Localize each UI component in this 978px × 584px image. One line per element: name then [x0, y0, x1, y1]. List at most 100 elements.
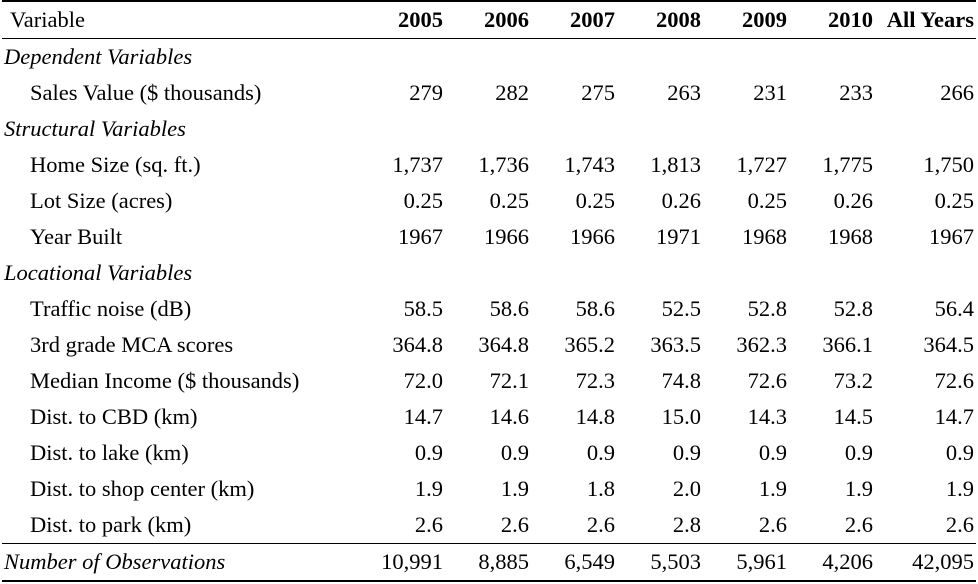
- row-label: 3rd grade MCA scores: [30, 331, 234, 357]
- row-label: Year Built: [30, 223, 123, 249]
- cell-2007: 1.8: [586, 475, 615, 501]
- table-row: Dist. to shop center (km) 1.9 1.9 1.8 2.0 1.9…: [2, 471, 976, 507]
- group-title: Dependent Variables: [4, 43, 193, 69]
- cell-2009: 0.25: [747, 187, 787, 213]
- cell-2007: 58.6: [575, 295, 615, 321]
- header-row: Variable 2005 2006 2007 2008 2009 2010 A…: [2, 1, 976, 39]
- table-row: Traffic noise (dB) 58.5 58.6 58.6 52.5 52.8 52…: [2, 291, 976, 327]
- observations-2010: 4,206: [822, 548, 873, 574]
- cell-2009: 14.3: [747, 403, 787, 429]
- row-label: Median Income ($ thousands): [30, 367, 300, 393]
- row-label: Lot Size (acres): [30, 187, 173, 213]
- cell-2008: 15.0: [661, 403, 701, 429]
- table-row: Year Built 1967 1966 1966 1971 1968 1968 1967: [2, 219, 976, 255]
- cell-2005: 0.9: [414, 439, 443, 465]
- cell-all-years: 2.6: [945, 511, 974, 537]
- cell-2005: 72.0: [403, 367, 443, 393]
- cell-2010: 1.9: [844, 475, 873, 501]
- observations-label: Number of Observations: [4, 548, 226, 574]
- cell-2005: 279: [409, 79, 443, 105]
- cell-2005: 1.9: [414, 475, 443, 501]
- cell-2010: 233: [839, 79, 873, 105]
- cell-2008: 2.0: [672, 475, 701, 501]
- cell-2005: 1967: [398, 223, 443, 249]
- cell-2009: 362.3: [736, 331, 787, 357]
- cell-2008: 363.5: [650, 331, 701, 357]
- row-label: Traffic noise (dB): [30, 295, 192, 321]
- row-label: Dist. to lake (km): [30, 439, 189, 465]
- cell-all-years: 14.7: [934, 403, 974, 429]
- cell-all-years: 1,750: [923, 151, 974, 177]
- cell-2006: 58.6: [489, 295, 529, 321]
- cell-all-years: 1.9: [945, 475, 974, 501]
- cell-2005: 58.5: [403, 295, 443, 321]
- cell-2009: 2.6: [758, 511, 787, 537]
- cell-all-years: 1967: [929, 223, 974, 249]
- cell-2010: 52.8: [833, 295, 873, 321]
- cell-all-years: 364.5: [923, 331, 974, 357]
- table-body: Dependent Variables Sales Value ($ thousa…: [2, 39, 976, 544]
- cell-all-years: 56.4: [934, 295, 974, 321]
- cell-2005: 364.8: [392, 331, 443, 357]
- cell-all-years: 0.25: [934, 187, 974, 213]
- table-row: Median Income ($ thousands) 72.0 72.1 72.3 7…: [2, 363, 976, 399]
- cell-2007: 2.6: [586, 511, 615, 537]
- cell-2005: 14.7: [403, 403, 443, 429]
- row-label: Dist. to park (km): [30, 511, 192, 537]
- cell-2009: 1,727: [736, 151, 787, 177]
- cell-2006: 1966: [484, 223, 529, 249]
- cell-2006: 364.8: [478, 331, 529, 357]
- cell-2007: 0.9: [586, 439, 615, 465]
- cell-2008: 263: [667, 79, 701, 105]
- table-row: Dist. to lake (km) 0.9 0.9 0.9 0.9 0.9 0.9 0.9: [2, 435, 976, 471]
- cell-2008: 2.8: [672, 511, 701, 537]
- cell-2008: 1971: [656, 223, 701, 249]
- cell-2007: 14.8: [575, 403, 615, 429]
- cell-2005: 1,737: [392, 151, 443, 177]
- cell-2010: 1,775: [822, 151, 873, 177]
- table-row: Dist. to park (km) 2.6 2.6 2.6 2.8 2.6 2.6 2.6: [2, 507, 976, 544]
- cell-2007: 1966: [570, 223, 615, 249]
- cell-2007: 1,743: [564, 151, 615, 177]
- observations-2008: 5,503: [650, 548, 701, 574]
- cell-2006: 0.25: [489, 187, 529, 213]
- cell-all-years: 72.6: [934, 367, 974, 393]
- column-header-2010: 2010: [828, 6, 873, 32]
- group-header-row: Locational Variables: [2, 255, 976, 291]
- table-row: Dist. to CBD (km) 14.7 14.6 14.8 15.0 14.3 14.…: [2, 399, 976, 435]
- observations-2007: 6,549: [564, 548, 615, 574]
- column-header-2006: 2006: [484, 6, 529, 32]
- column-header-2005: 2005: [398, 6, 443, 32]
- cell-2009: 231: [753, 79, 787, 105]
- cell-2006: 0.9: [500, 439, 529, 465]
- cell-2009: 1.9: [758, 475, 787, 501]
- row-label: Sales Value ($ thousands): [30, 79, 262, 105]
- group-header-row: Structural Variables: [2, 111, 976, 147]
- cell-2008: 0.26: [661, 187, 701, 213]
- cell-2007: 72.3: [575, 367, 615, 393]
- table-row: Sales Value ($ thousands) 279 282 275 263 231…: [2, 75, 976, 111]
- cell-2008: 1,813: [650, 151, 701, 177]
- cell-2009: 0.9: [758, 439, 787, 465]
- cell-all-years: 0.9: [945, 439, 974, 465]
- cell-2009: 1968: [742, 223, 787, 249]
- group-header-row: Dependent Variables: [2, 39, 976, 76]
- column-header-all-years: All Years: [886, 6, 974, 32]
- cell-all-years: 266: [940, 79, 974, 105]
- observations-2009: 5,961: [736, 548, 787, 574]
- cell-2006: 1.9: [500, 475, 529, 501]
- column-header-2009: 2009: [742, 6, 787, 32]
- cell-2005: 0.25: [403, 187, 443, 213]
- cell-2010: 73.2: [833, 367, 873, 393]
- cell-2005: 2.6: [414, 511, 443, 537]
- cell-2008: 0.9: [672, 439, 701, 465]
- cell-2007: 275: [581, 79, 615, 105]
- cell-2009: 72.6: [747, 367, 787, 393]
- row-label: Dist. to shop center (km): [30, 475, 255, 501]
- cell-2010: 0.26: [833, 187, 873, 213]
- cell-2010: 366.1: [822, 331, 873, 357]
- cell-2006: 2.6: [500, 511, 529, 537]
- group-title: Structural Variables: [4, 115, 186, 141]
